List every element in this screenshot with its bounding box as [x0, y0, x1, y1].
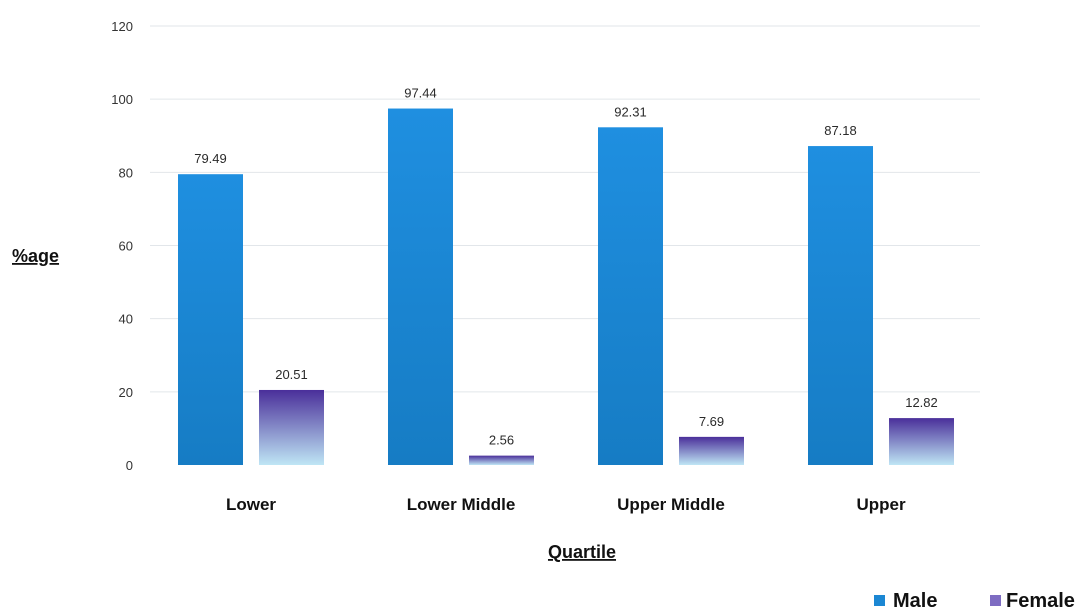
bar-female-upper	[889, 418, 954, 465]
bar-male-lower	[178, 174, 243, 465]
legend-label-male: Male	[893, 590, 937, 612]
y-axis-title: %age	[12, 246, 59, 266]
y-axis-ticks: 0 20 40 60 80 100 120	[111, 19, 133, 473]
x-category-label: Lower	[226, 495, 276, 514]
y-tick-label: 120	[111, 19, 133, 34]
legend: Male Female	[874, 590, 1075, 612]
y-tick-label: 40	[119, 312, 133, 327]
x-axis-title: Quartile	[548, 542, 616, 562]
legend-label-female: Female	[1006, 590, 1075, 612]
x-category-label: Upper Middle	[617, 495, 725, 514]
bar-male-upper-middle	[598, 127, 663, 465]
data-label: 92.31	[614, 104, 647, 119]
bar-female-lower	[259, 389, 324, 465]
legend-swatch-female	[990, 595, 1001, 606]
bar-female-upper-middle	[679, 436, 744, 465]
bar-male-lower-middle	[388, 108, 453, 466]
y-tick-label: 20	[119, 385, 133, 400]
y-tick-label: 100	[111, 92, 133, 107]
data-label: 7.69	[699, 414, 724, 429]
y-tick-label: 60	[119, 239, 133, 254]
bars	[178, 108, 954, 466]
legend-swatch-male	[874, 595, 885, 606]
data-labels: 79.49 20.51 97.44 2.56 92.31 7.69 87.18 12.82	[194, 86, 938, 448]
y-tick-label: 0	[126, 458, 133, 473]
data-label: 79.49	[194, 151, 227, 166]
data-label: 97.44	[404, 86, 437, 101]
data-label: 87.18	[824, 123, 857, 138]
x-category-label: Upper	[856, 495, 906, 514]
data-label: 2.56	[489, 433, 514, 448]
data-label: 20.51	[275, 367, 308, 382]
y-tick-label: 80	[119, 165, 133, 180]
data-label: 12.82	[905, 395, 938, 410]
bar-male-upper	[808, 146, 873, 465]
x-axis-categories: Lower Lower Middle Upper Middle Upper	[226, 495, 906, 514]
bar-female-lower-middle	[469, 455, 534, 465]
x-category-label: Lower Middle	[407, 495, 516, 514]
